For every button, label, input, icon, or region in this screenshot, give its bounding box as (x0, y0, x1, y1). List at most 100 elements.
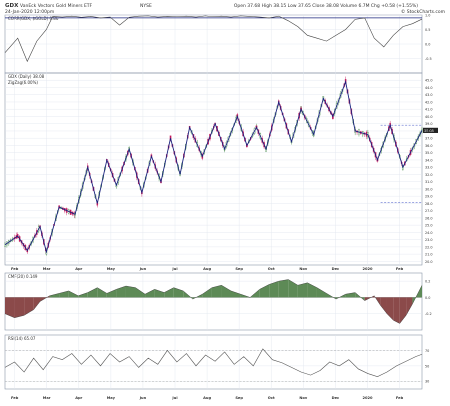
month-label: 2020 (362, 267, 373, 271)
cmf-area-segment (278, 279, 289, 298)
price-tick-label: 28.0 (425, 202, 433, 206)
price-tick-label: 22.0 (425, 245, 433, 249)
rsi-tick-label: 70 (425, 349, 429, 353)
cmf-area-segment (380, 297, 387, 314)
month-label: Apr (75, 267, 82, 271)
cmf-area-segment (211, 285, 222, 298)
cmf-tick-label: 0.2 (425, 280, 430, 284)
price-tick-label: 34.0 (425, 158, 433, 162)
cmf-area-segment (316, 287, 327, 298)
price-tick-label: 23.0 (425, 238, 433, 242)
cmf-area-segment (5, 297, 15, 318)
price-tick-label: 29.0 (425, 195, 433, 199)
price-tick-label: 38.0 (425, 129, 433, 133)
month-label: May (107, 267, 116, 271)
month-label-bottom: Sep (235, 396, 243, 400)
month-label: Aug (203, 267, 211, 271)
price-tick-label: 43.0 (425, 93, 433, 97)
price-layer: 38.08 (4, 76, 438, 256)
correlation-series-line (4, 15, 423, 63)
month-label-bottom: Feb (396, 396, 404, 400)
cmf-area-segment (386, 297, 394, 321)
price-tick-label: 44.0 (425, 86, 433, 90)
rsi-tick-label: 30 (425, 380, 429, 384)
cmf-area-segment (135, 287, 146, 298)
month-label-bottom: 2020 (362, 396, 373, 400)
ticker-symbol: GDX (5, 3, 19, 9)
month-label: Jun (139, 267, 147, 271)
cmf-area-segment (399, 297, 407, 324)
month-label: Mar (43, 267, 51, 271)
cmf-area-segment (33, 297, 41, 310)
rsi-line (4, 348, 423, 377)
month-label: Feb (396, 267, 404, 271)
cmf-area-segment (231, 290, 241, 298)
price-tick-label: 24.0 (425, 231, 433, 235)
price-tick-label: 27.0 (425, 209, 433, 213)
chart-date: 24-Jan-2020 12:00pm (5, 9, 54, 15)
cmf-area-segment (202, 287, 212, 298)
cmf-area-segment (145, 289, 155, 298)
month-label: Dec (332, 267, 340, 271)
correlation-tick-label: 0.0 (425, 42, 430, 46)
panel-price (4, 72, 423, 266)
correlation-tick-label: 1.0 (425, 13, 430, 17)
price-tick-label: 20.0 (425, 260, 433, 264)
month-label-bottom: Aug (203, 396, 211, 400)
cmf-area-segment (59, 290, 69, 298)
month-label: Jul (171, 267, 177, 271)
cmf-label: CMF(20) 0.149 (8, 274, 38, 279)
info-line: Open 37.68 High 38.15 Low 37.65 Close 38… (234, 3, 418, 9)
price-tick-label: 25.0 (425, 224, 433, 228)
cmf-layer (4, 279, 423, 324)
security-name: VanEck Vectors Gold Miners ETF (20, 3, 93, 9)
last-price-marker (423, 127, 438, 133)
axis-layer: 1.0 0.5 0.0 -0.5 20.0 21.0 22.0 23.0 24.0 25.0 26.… (11, 13, 433, 400)
month-label-bottom: Dec (332, 396, 340, 400)
cmf-area-segment (87, 287, 98, 298)
month-label: Oct (268, 267, 275, 271)
rsi-label: RSI(14) 65.07 (8, 336, 36, 341)
price-tick-label: 30.0 (425, 187, 433, 191)
price-tick-label: 36.0 (425, 144, 433, 148)
month-label-bottom: Oct (268, 396, 275, 400)
cmf-area-segment (221, 285, 232, 298)
exchange-label: NYSE (140, 3, 152, 9)
month-label-bottom: May (107, 396, 116, 400)
month-label-bottom: Jul (171, 396, 177, 400)
cmf-area-segment (116, 286, 126, 298)
cmf-area-segment (68, 290, 79, 298)
cmf-area-segment (173, 287, 184, 298)
price-tick-label: 35.0 (425, 151, 433, 155)
cmf-area-segment (259, 284, 270, 298)
price-label: GDX (Daily) 38.08 (8, 74, 45, 79)
month-label: Feb (11, 267, 19, 271)
month-label-bottom: Mar (43, 396, 51, 400)
month-label-bottom: Apr (75, 396, 82, 400)
rsi-layer (4, 348, 423, 382)
cmf-area-segment (406, 297, 413, 316)
cmf-area-segment (78, 292, 88, 298)
price-tick-label: 33.0 (425, 166, 433, 170)
month-label-bottom: Jun (139, 396, 147, 400)
correlation-layer (4, 15, 423, 63)
cmf-area-segment (297, 282, 308, 298)
correlation-tick-label: -0.5 (425, 57, 432, 61)
month-label-bottom: Feb (11, 396, 19, 400)
price-tick-label: 42.0 (425, 100, 433, 104)
grid-layer (5, 14, 422, 389)
cmf-area-segment (14, 297, 25, 318)
correlation-label: CORR(GDX, $GOLD) 0.86 (8, 16, 59, 21)
cmf-line (4, 279, 423, 324)
correlation-tick-label: 0.5 (425, 28, 430, 32)
zigzag-label: ZigZag(6.00%) (8, 80, 38, 85)
zigzag-line (4, 80, 423, 254)
price-tick-label: 37.0 (425, 137, 433, 141)
cmf-area-segment (49, 293, 60, 298)
month-label-bottom: Nov (299, 396, 307, 400)
price-tick-label: 45.0 (425, 79, 433, 83)
rsi-tick-label: 50 (425, 364, 429, 368)
month-label: Sep (235, 267, 243, 271)
